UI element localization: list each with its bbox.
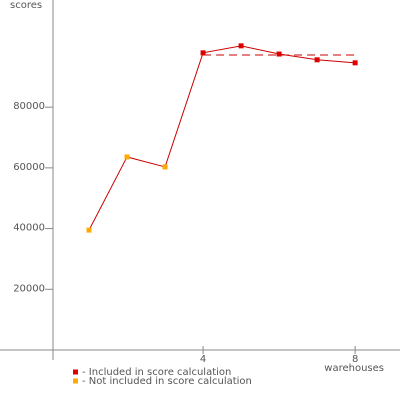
- point: [200, 50, 206, 56]
- legend-marker: [73, 378, 78, 384]
- point: [238, 43, 244, 49]
- x-axis-label: warehouses: [324, 363, 384, 374]
- y-tick-label: 40000: [13, 223, 45, 234]
- y-tick-label: 80000: [13, 101, 45, 112]
- x-tick-label: 4: [200, 354, 206, 365]
- point: [276, 51, 282, 57]
- point: [124, 154, 130, 160]
- point: [162, 164, 168, 170]
- x-tick-label: 8: [352, 354, 358, 365]
- y-axis-label: scores: [10, 0, 42, 11]
- point: [352, 60, 358, 66]
- legend-marker: [73, 369, 78, 375]
- point: [314, 57, 320, 63]
- point: [86, 227, 92, 233]
- legend-label: - Included in score calculation: [82, 367, 231, 378]
- y-tick-label: 20000: [13, 283, 45, 294]
- y-tick-label: 60000: [13, 162, 45, 173]
- legend-label: - Not included in score calculation: [82, 376, 252, 387]
- series-line: [88, 45, 356, 231]
